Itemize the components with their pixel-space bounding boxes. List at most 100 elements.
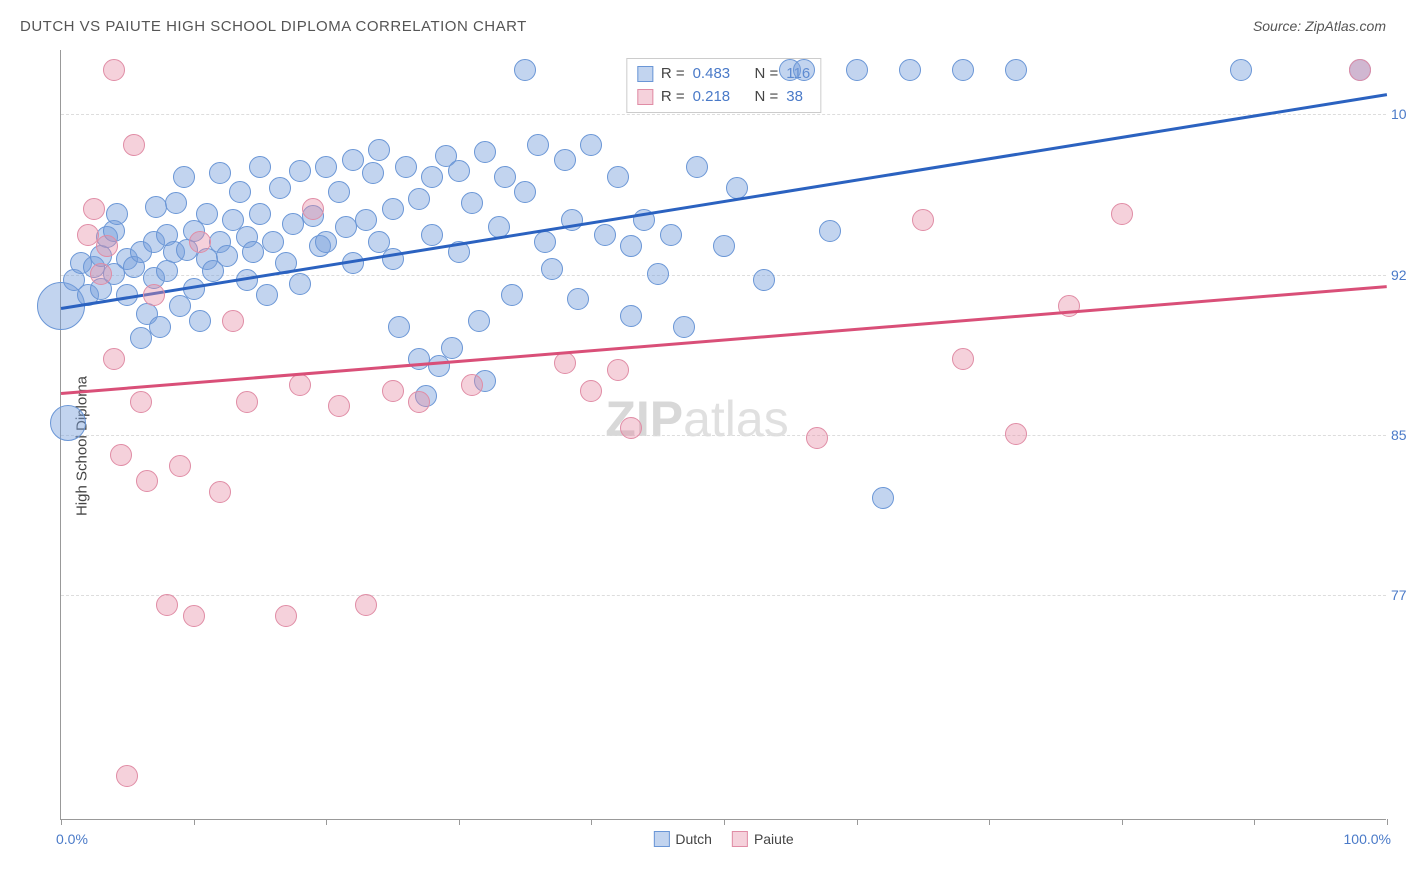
chart-title: DUTCH VS PAIUTE HIGH SCHOOL DIPLOMA CORR… — [20, 18, 527, 35]
stats-swatch-dutch — [637, 66, 653, 82]
data-point-paiute — [143, 284, 165, 306]
data-point-dutch — [421, 166, 443, 188]
r-label: R = — [661, 86, 685, 109]
data-point-dutch — [819, 220, 841, 242]
x-tick — [459, 819, 460, 825]
n-value-paiute: 38 — [786, 86, 803, 109]
data-point-dutch — [289, 273, 311, 295]
data-point-dutch — [607, 166, 629, 188]
data-point-paiute — [1005, 423, 1027, 445]
watermark-bold: ZIP — [605, 391, 683, 447]
legend-label-paiute: Paiute — [754, 831, 794, 847]
y-tick-label: 92.5% — [1391, 267, 1406, 283]
data-point-paiute — [355, 594, 377, 616]
data-point-dutch — [189, 310, 211, 332]
data-point-paiute — [169, 455, 191, 477]
legend-label-dutch: Dutch — [675, 831, 712, 847]
data-point-dutch — [554, 149, 576, 171]
x-tick — [1122, 819, 1123, 825]
x-tick — [857, 819, 858, 825]
data-point-dutch — [149, 316, 171, 338]
data-point-dutch — [673, 316, 695, 338]
data-point-dutch — [534, 231, 556, 253]
data-point-paiute — [123, 134, 145, 156]
x-tick — [61, 819, 62, 825]
data-point-paiute — [222, 310, 244, 332]
data-point-paiute — [620, 417, 642, 439]
data-point-dutch — [441, 337, 463, 359]
data-point-dutch — [541, 258, 563, 280]
data-point-dutch — [315, 156, 337, 178]
legend-swatch-dutch — [653, 831, 669, 847]
data-point-paiute — [103, 348, 125, 370]
data-point-paiute — [209, 481, 231, 503]
data-point-dutch — [952, 59, 974, 81]
r-label: R = — [661, 63, 685, 86]
data-point-paiute — [289, 374, 311, 396]
data-point-dutch — [388, 316, 410, 338]
data-point-dutch — [216, 245, 238, 267]
stats-row-paiute: R = 0.218 N = 38 — [637, 86, 810, 109]
r-value-paiute: 0.218 — [693, 86, 731, 109]
gridline — [61, 595, 1386, 596]
data-point-paiute — [607, 359, 629, 381]
data-point-dutch — [514, 59, 536, 81]
legend-swatch-paiute — [732, 831, 748, 847]
data-point-paiute — [116, 765, 138, 787]
data-point-dutch — [368, 139, 390, 161]
data-point-dutch — [382, 248, 404, 270]
x-tick — [1254, 819, 1255, 825]
data-point-dutch — [620, 235, 642, 257]
data-point-dutch — [872, 487, 894, 509]
data-point-paiute — [1111, 203, 1133, 225]
data-point-dutch — [209, 162, 231, 184]
data-point-dutch — [686, 156, 708, 178]
data-point-dutch — [660, 224, 682, 246]
data-point-paiute — [183, 605, 205, 627]
y-tick-label: 77.5% — [1391, 587, 1406, 603]
data-point-dutch — [106, 203, 128, 225]
watermark-rest: atlas — [683, 391, 789, 447]
data-point-dutch — [846, 59, 868, 81]
data-point-paiute — [328, 395, 350, 417]
data-point-paiute — [408, 391, 430, 413]
data-point-dutch — [242, 241, 264, 263]
data-point-dutch — [713, 235, 735, 257]
data-point-dutch — [249, 203, 271, 225]
data-point-dutch — [262, 231, 284, 253]
data-point-dutch — [342, 149, 364, 171]
legend: Dutch Paiute — [653, 831, 793, 847]
data-point-paiute — [110, 444, 132, 466]
data-point-dutch — [362, 162, 384, 184]
data-point-dutch — [580, 134, 602, 156]
data-point-dutch — [408, 348, 430, 370]
data-point-paiute — [302, 198, 324, 220]
data-point-dutch — [421, 224, 443, 246]
data-point-dutch — [165, 192, 187, 214]
data-point-dutch — [289, 160, 311, 182]
x-tick — [194, 819, 195, 825]
data-point-dutch — [448, 160, 470, 182]
x-axis-max-label: 100.0% — [1344, 831, 1391, 847]
data-point-paiute — [77, 224, 99, 246]
data-point-paiute — [806, 427, 828, 449]
data-point-paiute — [90, 263, 112, 285]
data-point-dutch — [647, 263, 669, 285]
data-point-paiute — [382, 380, 404, 402]
data-point-dutch — [468, 310, 490, 332]
data-point-dutch — [130, 327, 152, 349]
data-point-dutch — [567, 288, 589, 310]
data-point-dutch — [229, 181, 251, 203]
data-point-paiute — [136, 470, 158, 492]
data-point-dutch — [753, 269, 775, 291]
data-point-dutch — [382, 198, 404, 220]
data-point-dutch — [620, 305, 642, 327]
data-point-paiute — [96, 235, 118, 257]
x-tick — [724, 819, 725, 825]
data-point-paiute — [236, 391, 258, 413]
data-point-dutch — [335, 216, 357, 238]
data-point-dutch — [793, 59, 815, 81]
data-point-dutch — [474, 141, 496, 163]
data-point-paiute — [83, 198, 105, 220]
data-point-dutch — [328, 181, 350, 203]
